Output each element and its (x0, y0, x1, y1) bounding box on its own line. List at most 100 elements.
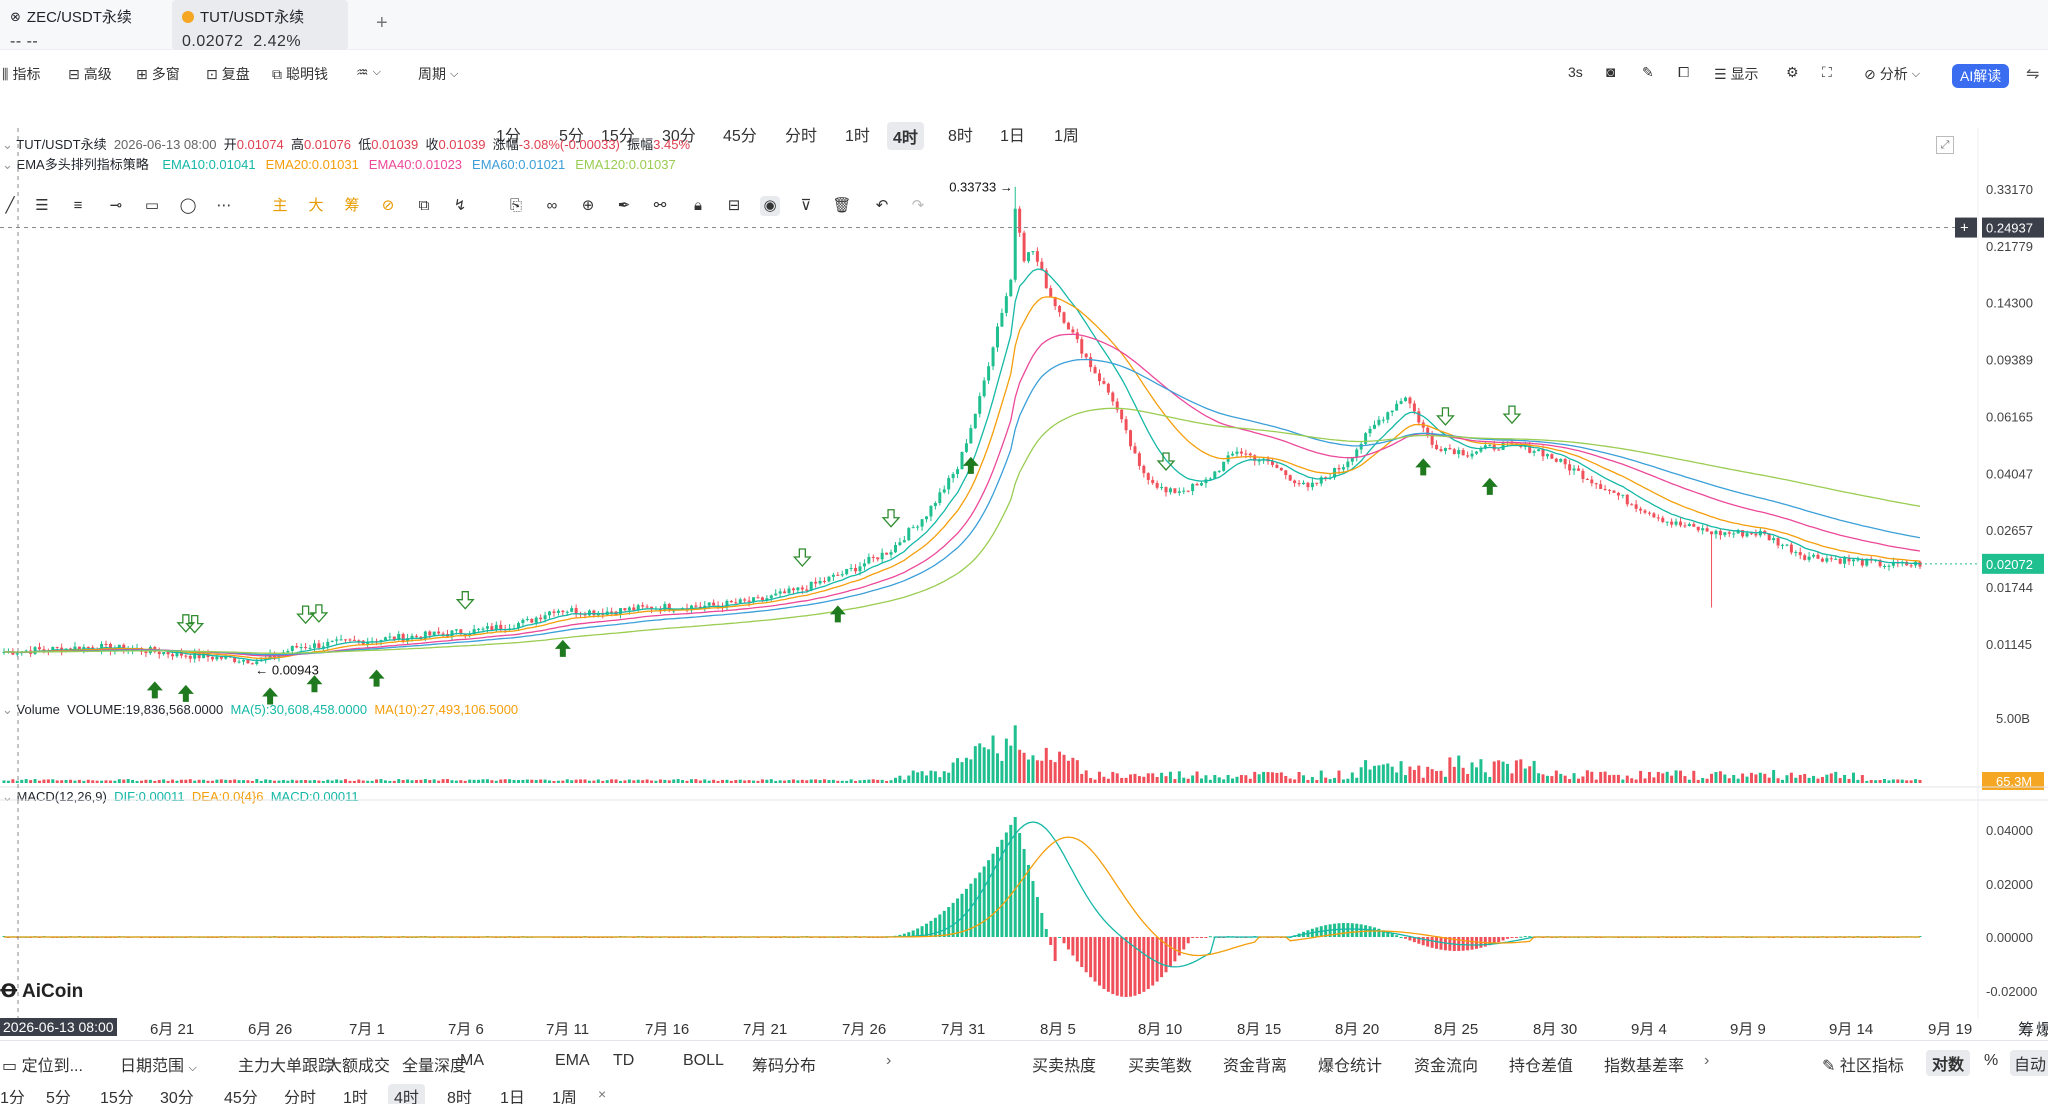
bottom-tab-4[interactable]: EMA (555, 1052, 590, 1069)
macd-bar (982, 866, 986, 937)
main-mark-button[interactable]: 主 (272, 197, 288, 214)
collapse-icon[interactable]: ⌄ (2, 789, 13, 804)
locate-button[interactable]: ▭ 定位到... (2, 1058, 83, 1075)
ellipse-icon[interactable]: ◯ (179, 197, 197, 214)
collapse-icon[interactable]: ⌄ (2, 702, 13, 717)
replay-button[interactable]: ⊡ 复盘 (206, 65, 250, 83)
auto-scale-toggle[interactable]: 自动 (2010, 1050, 2048, 1076)
interval-6[interactable]: 1时 (845, 128, 870, 145)
chip-mark-button[interactable]: 筹 (344, 197, 360, 214)
interval-9[interactable]: 1日 (1000, 128, 1025, 145)
period-button[interactable]: 周期 ⌵ (418, 66, 459, 82)
bottom-tab-1[interactable]: 大额成交 (326, 1058, 391, 1075)
settings-icon[interactable]: ⚙ (1786, 64, 1799, 80)
trend-line-icon[interactable]: ╱ (5, 197, 15, 214)
log-scale-toggle[interactable]: 对数 (1926, 1050, 1971, 1076)
bottom-tab-0[interactable]: 主力大单跟踪 (238, 1058, 335, 1075)
tab-tut[interactable]: TUT/USDT永续 0.02072 2.42% (172, 0, 348, 50)
more-icon[interactable]: ⇋ (2026, 66, 2040, 83)
multi-window-button[interactable]: ⊞ 多窗 (136, 65, 180, 83)
advanced-button[interactable]: ⊟ 高级 (68, 65, 112, 83)
date-range-select[interactable]: 日期范围 ⌵ (120, 1058, 197, 1075)
bottom-interval-4[interactable]: 45分 (224, 1090, 258, 1104)
close-icon[interactable]: × (598, 1086, 607, 1102)
bottom-interval-7[interactable]: 4时 (388, 1084, 425, 1104)
more-right-tabs-icon[interactable]: › (1704, 1052, 1710, 1069)
tab-zec[interactable]: ⊗ ZEC/USDT永续 -- -- (0, 0, 170, 51)
more-tabs-icon[interactable]: › (886, 1052, 892, 1069)
bottom-interval-9[interactable]: 1日 (500, 1090, 525, 1104)
ray-icon[interactable]: ⊸ (109, 197, 123, 214)
bottom-right-tab-4[interactable]: 资金流向 (1414, 1058, 1479, 1075)
ai-analysis-button[interactable]: AI解读 (1952, 64, 2010, 88)
brush-icon[interactable]: ↯ (453, 197, 467, 214)
bottom-interval-8[interactable]: 8时 (447, 1090, 472, 1104)
interval-8[interactable]: 8时 (948, 128, 973, 145)
bottom-tab-3[interactable]: MA (460, 1052, 484, 1069)
interval-2[interactable]: 15分 (601, 128, 635, 145)
community-indicators-button[interactable]: ✎ 社区指标 (1822, 1058, 1904, 1075)
bottom-interval-5[interactable]: 分时 (284, 1090, 317, 1104)
magnet-icon[interactable]: ⚯ (653, 197, 667, 214)
collapse-icon[interactable]: ⌄ (2, 157, 13, 172)
bottom-tab-5[interactable]: TD (613, 1052, 635, 1069)
copy-icon[interactable]: ⎘ (509, 197, 522, 214)
bottom-interval-2[interactable]: 15分 (100, 1090, 134, 1104)
bottom-right-tab-5[interactable]: 持仓差值 (1509, 1058, 1574, 1075)
bottom-right-tab-1[interactable]: 买卖笔数 (1128, 1058, 1193, 1075)
interval-7[interactable]: 4时 (887, 122, 924, 150)
bottom-interval-6[interactable]: 1时 (343, 1090, 368, 1104)
add-tab-button[interactable]: + (376, 12, 388, 34)
collapse-icon[interactable]: ⌄ (2, 137, 13, 152)
percent-toggle[interactable]: % (1984, 1052, 1999, 1069)
interval-0[interactable]: 1分 (496, 128, 521, 145)
marker-icon[interactable]: ✒ (617, 197, 631, 214)
parallel-line-icon[interactable]: ☰ (35, 197, 49, 214)
interval-3[interactable]: 30分 (662, 128, 696, 145)
layers-icon[interactable]: ⧉ (418, 197, 430, 214)
interval-4[interactable]: 45分 (723, 128, 757, 145)
hlines-icon[interactable]: ≡ (73, 197, 83, 214)
redo-icon[interactable]: ↷ (911, 197, 925, 214)
big-mark-button[interactable]: 大 (308, 197, 324, 214)
bottom-right-tab-6[interactable]: 指数基差率 (1604, 1058, 1685, 1075)
fullscreen-icon[interactable]: ⛶ (1822, 64, 1832, 80)
interval-5[interactable]: 分时 (785, 128, 818, 145)
bottom-tab-6[interactable]: BOLL (683, 1052, 724, 1069)
bottom-interval-3[interactable]: 30分 (160, 1090, 194, 1104)
bottom-interval-10[interactable]: 1周 (552, 1090, 577, 1104)
eye-icon[interactable]: ◉ (760, 196, 780, 216)
bottom-interval-1[interactable]: 5分 (46, 1090, 71, 1104)
link-icon[interactable]: ∞ (546, 197, 558, 214)
price-chart[interactable]: 5.00B 65.3M 0.04000 0.02000 0.00000 -0.02000… (0, 128, 2048, 1040)
lock-icon[interactable]: 🔒︎ (694, 197, 702, 214)
undo-icon[interactable]: ↶ (875, 197, 889, 214)
rectangle-icon[interactable]: ▭ (144, 197, 160, 214)
export-icon[interactable]: ⧠ (1678, 64, 1690, 80)
smart-money-button[interactable]: ⧉ 聪明钱 (272, 65, 328, 83)
bottom-right-tab-0[interactable]: 买卖热度 (1032, 1058, 1097, 1075)
refresh-rate[interactable]: 3s (1568, 64, 1583, 80)
interval-10[interactable]: 1周 (1054, 128, 1079, 145)
close-icon[interactable]: ⊗ (10, 8, 21, 24)
camera-icon[interactable]: ◙ (1606, 64, 1616, 81)
bottom-right-tab-2[interactable]: 资金背离 (1223, 1058, 1288, 1075)
edit-icon[interactable]: ⊘ (381, 197, 395, 214)
trash-icon[interactable]: 🗑︎ (832, 197, 852, 214)
more-tools-icon[interactable]: ⋯ (216, 197, 232, 214)
indicators-button[interactable]: ⫼ 指标 (2, 65, 41, 83)
hide-icon[interactable]: ⊟ (727, 197, 741, 214)
expand-icon[interactable]: ⤢ (1936, 136, 1954, 154)
analysis-button[interactable]: ⊘ 分析 ⌵ (1864, 65, 1921, 83)
chart-type-button[interactable]: ♒ ⌵ (356, 64, 381, 81)
bottom-interval-0[interactable]: 1分 (0, 1090, 25, 1104)
pen-icon[interactable]: ✎ (1642, 64, 1654, 80)
bottom-tab-2[interactable]: 全量深度 (402, 1058, 467, 1075)
macd-bar (1497, 937, 1501, 943)
display-button[interactable]: ☰ 显示 (1714, 65, 1759, 83)
interval-1[interactable]: 5分 (559, 128, 584, 145)
filter-icon[interactable]: ⊽ (800, 197, 812, 214)
bottom-tab-7[interactable]: 筹码分布 (752, 1058, 817, 1075)
bottom-right-tab-3[interactable]: 爆仓统计 (1318, 1058, 1383, 1075)
zoom-icon[interactable]: ⊕ (581, 197, 595, 214)
